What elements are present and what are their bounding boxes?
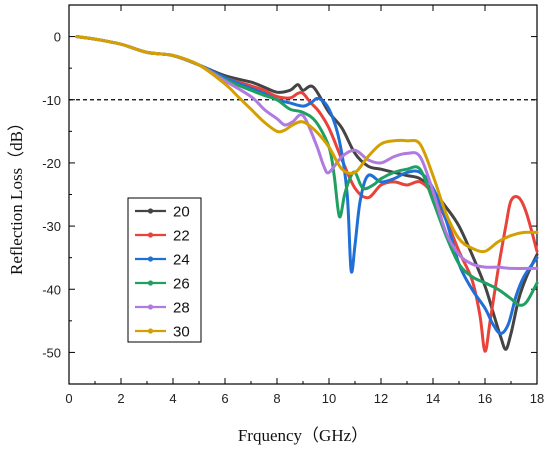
series-lines bbox=[75, 35, 539, 353]
legend: 20 22 24 26 28 30 bbox=[127, 197, 202, 343]
legend-label-30: 30 bbox=[173, 324, 190, 341]
legend-label-24: 24 bbox=[173, 252, 190, 269]
x-tick-label: 14 bbox=[426, 391, 440, 406]
legend-label-26: 26 bbox=[173, 276, 190, 293]
plot-area: 0 2 4 6 8 10 12 14 16 180-10-20-30-40-50Frquency（… bbox=[7, 4, 544, 445]
legend-label-22: 22 bbox=[173, 228, 190, 245]
x-axis-title: Frquency（GHz） bbox=[238, 426, 368, 445]
legend-marker-22 bbox=[147, 232, 154, 238]
legend-marker-24 bbox=[147, 256, 154, 262]
series-line-24 bbox=[75, 35, 539, 335]
x-tick-label: 8 bbox=[273, 391, 280, 406]
legend-box bbox=[127, 197, 202, 343]
legend-marker-30 bbox=[147, 328, 154, 334]
y-tick-label: -20 bbox=[42, 156, 61, 171]
y-tick-label: -40 bbox=[42, 282, 61, 297]
legend-marker-26 bbox=[147, 280, 154, 286]
x-tick-label: 12 bbox=[374, 391, 388, 406]
legend-label-28: 28 bbox=[173, 300, 190, 317]
x-tick-label: 6 bbox=[221, 391, 228, 406]
legend-marker-20 bbox=[147, 208, 154, 214]
legend-marker-28 bbox=[147, 304, 154, 310]
x-tick-label: 16 bbox=[478, 391, 492, 406]
y-tick-label: -10 bbox=[42, 93, 61, 108]
x-tick-label: 18 bbox=[530, 391, 544, 406]
x-tick-label: 0 bbox=[65, 391, 72, 406]
y-axis-title: Reflection Loss（dB） bbox=[7, 114, 26, 275]
x-tick-label: 10 bbox=[322, 391, 336, 406]
x-tick-label: 4 bbox=[169, 391, 176, 406]
legend-label-20: 20 bbox=[173, 204, 190, 221]
series-line-30 bbox=[75, 35, 539, 254]
y-tick-label: 0 bbox=[54, 30, 61, 45]
x-tick-label: 2 bbox=[117, 391, 124, 406]
y-tick-label: -50 bbox=[42, 345, 61, 360]
y-tick-label: -30 bbox=[42, 219, 61, 234]
